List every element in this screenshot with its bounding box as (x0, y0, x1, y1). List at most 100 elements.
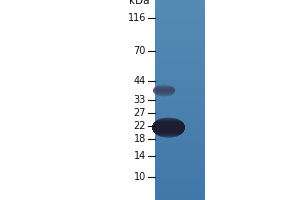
Bar (154, 132, 183, 133)
Bar (155, 158, 205, 159)
Bar (155, 164, 205, 165)
Bar (155, 99, 205, 100)
Bar (155, 19, 205, 20)
Bar (155, 80, 205, 81)
Bar (154, 132, 183, 133)
Bar (155, 3, 205, 4)
Bar (155, 199, 205, 200)
Bar (155, 64, 205, 65)
Bar (154, 93, 174, 94)
Bar (153, 124, 184, 125)
Bar (155, 129, 205, 130)
Bar (154, 123, 183, 124)
Bar (165, 137, 172, 138)
Bar (154, 131, 183, 132)
Bar (155, 87, 173, 88)
Bar (154, 122, 182, 123)
Bar (155, 174, 205, 175)
Text: 44: 44 (134, 76, 146, 86)
Bar (153, 131, 184, 132)
Bar (155, 133, 205, 134)
Bar (153, 131, 184, 132)
Bar (155, 65, 205, 66)
Bar (153, 92, 175, 93)
Bar (155, 162, 205, 163)
Bar (152, 129, 184, 130)
Bar (155, 121, 182, 122)
Bar (153, 91, 175, 92)
Bar (155, 138, 205, 139)
Bar (155, 23, 205, 24)
Bar (155, 43, 205, 44)
Bar (155, 163, 205, 164)
Bar (160, 96, 167, 97)
Bar (155, 16, 205, 17)
Bar (155, 132, 205, 133)
Bar (157, 95, 171, 96)
Bar (155, 183, 205, 184)
Bar (155, 146, 205, 147)
Bar (154, 87, 173, 88)
Bar (155, 1, 205, 2)
Bar (155, 79, 205, 80)
Bar (155, 102, 205, 103)
Bar (157, 134, 180, 135)
Bar (155, 50, 205, 51)
Bar (159, 95, 170, 96)
Text: 27: 27 (134, 108, 146, 118)
Bar (155, 149, 205, 150)
Bar (154, 122, 183, 123)
Bar (155, 135, 205, 136)
Bar (155, 130, 205, 131)
Bar (155, 120, 205, 121)
Bar (155, 165, 205, 166)
Bar (155, 123, 205, 124)
Bar (155, 38, 205, 39)
Bar (155, 20, 205, 21)
Bar (155, 131, 205, 132)
Bar (153, 89, 175, 90)
Bar (156, 121, 181, 122)
Bar (155, 139, 205, 140)
Bar (155, 98, 205, 99)
Bar (162, 84, 166, 85)
Bar (155, 69, 205, 70)
Bar (155, 193, 205, 194)
Bar (157, 120, 180, 121)
Bar (155, 196, 205, 197)
Bar (155, 68, 205, 69)
Bar (155, 82, 205, 83)
Bar (155, 105, 205, 106)
Bar (155, 182, 205, 183)
Bar (155, 169, 205, 170)
Bar (155, 159, 205, 160)
Bar (155, 151, 205, 152)
Bar (155, 168, 205, 169)
Bar (155, 188, 205, 189)
Bar (152, 128, 185, 129)
Bar (155, 126, 205, 127)
Bar (155, 76, 205, 77)
Bar (155, 49, 205, 50)
Text: 116: 116 (128, 13, 146, 23)
Bar (153, 130, 184, 131)
Bar (155, 119, 205, 120)
Bar (154, 132, 182, 133)
Bar (156, 86, 172, 87)
Bar (152, 127, 185, 128)
Bar (153, 90, 175, 91)
Bar (155, 67, 205, 68)
Text: 14: 14 (134, 151, 146, 161)
Bar (158, 85, 170, 86)
Bar (155, 21, 205, 22)
Bar (152, 127, 185, 128)
Bar (157, 120, 180, 121)
Bar (155, 25, 205, 26)
Bar (152, 125, 184, 126)
Text: 70: 70 (134, 46, 146, 56)
Bar (161, 136, 176, 137)
Bar (155, 113, 205, 114)
Bar (155, 118, 205, 119)
Bar (155, 190, 205, 191)
Bar (155, 124, 205, 125)
